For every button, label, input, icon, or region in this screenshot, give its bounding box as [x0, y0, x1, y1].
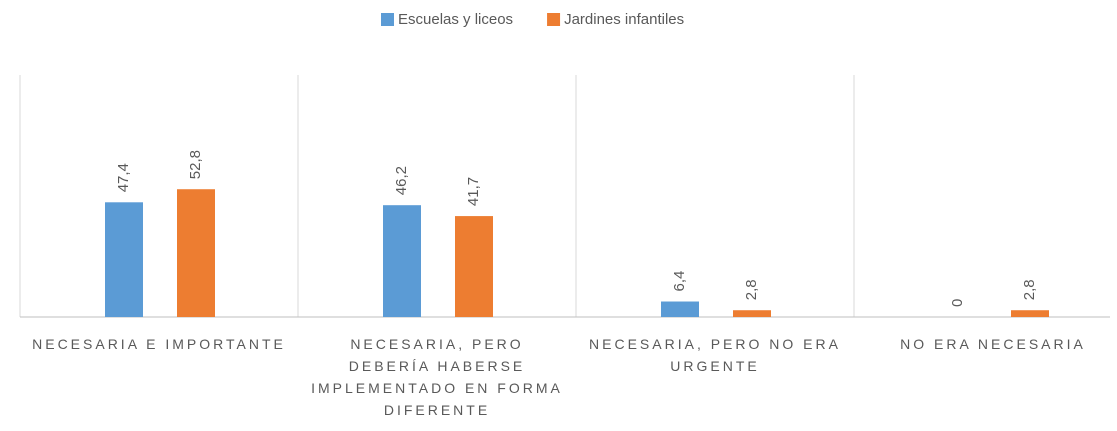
value-label: 0	[949, 299, 966, 307]
value-label: 47,4	[115, 163, 132, 192]
x-tick-label: NO ERA NECESARIA	[900, 336, 1086, 352]
bar	[177, 189, 215, 317]
value-label: 46,2	[393, 166, 410, 195]
legend-label: Escuelas y liceos	[398, 11, 513, 28]
value-label: 2,8	[743, 279, 760, 300]
bar	[383, 205, 421, 317]
bar	[661, 301, 699, 317]
value-label: 41,7	[465, 177, 482, 206]
legend-swatch	[381, 13, 394, 26]
bar	[455, 216, 493, 317]
x-tick-label: NECESARIA, PERO DEBERÍA HABERSE IMPLEMEN…	[311, 336, 563, 418]
value-label: 52,8	[187, 150, 204, 179]
bar	[1011, 310, 1049, 317]
bar	[733, 310, 771, 317]
value-label: 2,8	[1021, 279, 1038, 300]
x-tick-label: NECESARIA, PERO NO ERA URGENTE	[589, 336, 841, 374]
x-tick-label: NECESARIA E IMPORTANTE	[32, 336, 286, 352]
legend-swatch	[547, 13, 561, 26]
value-label: 6,4	[671, 271, 688, 292]
bar	[105, 202, 143, 317]
legend-label: Jardines infantiles	[564, 11, 684, 28]
